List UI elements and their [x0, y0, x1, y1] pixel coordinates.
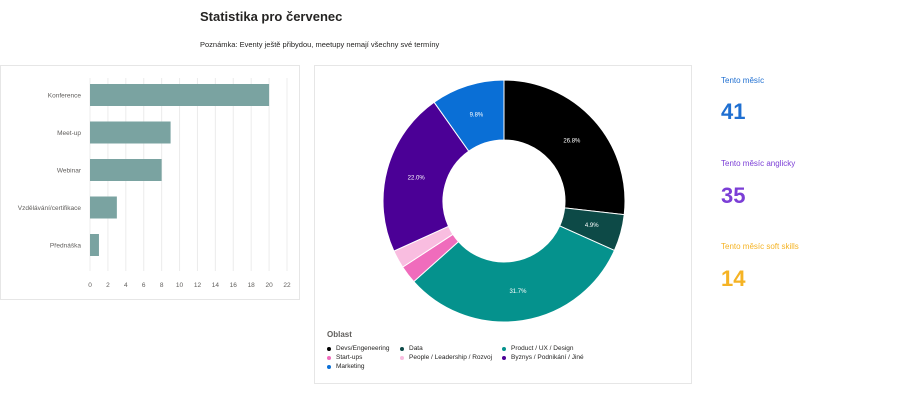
legend-title: Oblast: [327, 330, 352, 339]
legend-item[interactable]: Marketing: [327, 363, 365, 370]
bar[interactable]: [90, 121, 171, 144]
kpi-label-soft-skills: Tento měsíc soft skills: [721, 242, 799, 251]
bar-x-tick-label: 14: [212, 282, 220, 289]
legend-label: Marketing: [336, 363, 365, 370]
kpi-label-month: Tento měsíc: [721, 76, 765, 85]
donut-slice[interactable]: [503, 79, 626, 216]
bar-x-tick-label: 10: [176, 282, 184, 289]
page-title: Statistika pro červenec: [200, 9, 343, 24]
legend-marker: [400, 355, 404, 360]
legend-label: Data: [409, 345, 423, 352]
legend-marker: [327, 346, 331, 351]
bar-x-tick-label: 12: [194, 282, 202, 289]
bar-x-tick-label: 8: [160, 282, 164, 289]
legend-item[interactable]: Product / UX / Design: [502, 345, 574, 352]
legend-marker: [327, 355, 331, 360]
kpi-value-english: 35: [721, 183, 746, 208]
donut-slice[interactable]: [382, 101, 470, 252]
bar[interactable]: [90, 234, 99, 256]
legend-label: Byznys / Podnikání / Jiné: [511, 354, 584, 361]
note-text: Poznámka: Eventy ještě přibydou, meetupy…: [200, 40, 440, 49]
bar-category-label: Webinar: [57, 168, 82, 175]
donut-chart: 26.8% 4.9% 31.7% 22.0% 9.8%: [382, 79, 626, 323]
bar-chart: 0 2 4 6 8 10 12 14 16 18 20 22 Konference Meet-up Webi…: [18, 78, 291, 289]
legend-item[interactable]: People / Leadership / Rozvoj: [400, 354, 492, 361]
bar[interactable]: [90, 159, 162, 181]
bar-x-tick-label: 16: [230, 282, 238, 289]
donut-value-label: 9.8%: [470, 112, 484, 118]
donut-chart-panel[interactable]: 26.8% 4.9% 31.7% 22.0% 9.8%: [314, 65, 692, 384]
legend-item[interactable]: Byznys / Podnikání / Jiné: [502, 354, 584, 361]
legend-item[interactable]: Devs/Engeneering: [327, 345, 389, 352]
bar-x-tick-label: 22: [283, 282, 291, 289]
bar-chart-panel[interactable]: 0 2 4 6 8 10 12 14 16 18 20 22 Konference Meet-up Webi…: [0, 65, 300, 300]
bar-x-tick-label: 20: [265, 282, 273, 289]
donut-slice[interactable]: [433, 79, 505, 152]
legend-label: Devs/Engeneering: [336, 345, 390, 352]
donut-value-label: 4.9%: [585, 223, 599, 229]
donut-value-label: 26.8%: [563, 138, 581, 144]
kpi-label-english: Tento měsíc anglicky: [721, 159, 796, 168]
donut-value-label: 31.7%: [509, 289, 527, 295]
bar-x-tick-label: 4: [124, 282, 128, 289]
bar[interactable]: [90, 84, 270, 106]
legend-marker: [502, 346, 506, 351]
bar-category-label: Meet-up: [57, 130, 81, 137]
legend-item[interactable]: Start-ups: [327, 354, 362, 361]
bar-category-label: Konference: [48, 93, 82, 100]
bar-x-tick-label: 0: [88, 282, 92, 289]
bar-category-label: Vzdělávání/certifikace: [18, 205, 82, 212]
bar[interactable]: [90, 196, 117, 219]
legend-marker: [400, 346, 404, 351]
donut-value-label: 22.0%: [408, 175, 426, 181]
bar-x-tick-label: 6: [142, 282, 146, 289]
legend-label: Start-ups: [336, 354, 363, 361]
kpi-value-month: 41: [721, 99, 746, 124]
legend-item[interactable]: Data: [400, 345, 423, 352]
legend-label: Product / UX / Design: [511, 345, 574, 352]
legend-label: People / Leadership / Rozvoj: [409, 354, 493, 361]
bar-category-label: Přednáška: [50, 243, 81, 250]
bar-x-tick-label: 2: [106, 282, 110, 289]
donut-slice[interactable]: [413, 225, 616, 323]
legend-marker: [502, 355, 506, 360]
kpi-value-soft-skills: 14: [721, 266, 746, 291]
legend-marker: [327, 364, 331, 369]
bar-x-tick-label: 18: [248, 282, 256, 289]
